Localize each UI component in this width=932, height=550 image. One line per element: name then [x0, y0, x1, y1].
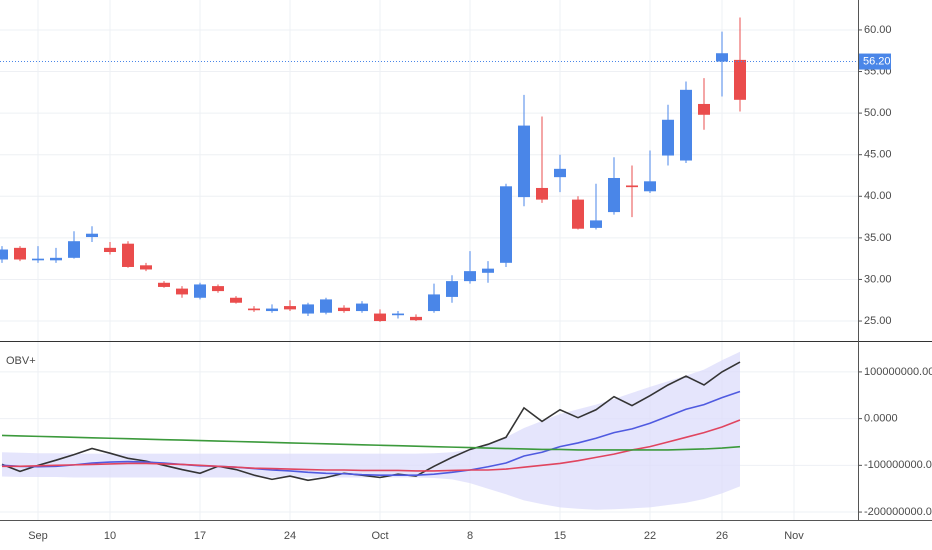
x-tick-label: Oct	[371, 530, 388, 542]
candle-body	[392, 313, 404, 316]
x-tick-label: 8	[467, 530, 473, 542]
x-tick-label: Sep	[28, 530, 48, 542]
candle-body	[716, 53, 728, 62]
candle-body	[86, 233, 98, 238]
y-tick-label: 30.00	[864, 273, 892, 285]
candle-body	[410, 316, 422, 321]
candle-body	[374, 313, 386, 322]
indicator-line	[1, 361, 741, 482]
candle-body	[0, 249, 8, 260]
indicator-line	[1, 434, 741, 451]
candle-body	[338, 307, 350, 312]
candle-body	[266, 308, 278, 312]
candle-body	[212, 286, 224, 292]
x-tick-label: 17	[194, 530, 206, 542]
last-price-box	[859, 53, 891, 70]
y-tick-label: 45.00	[864, 149, 892, 161]
indicator-line	[1, 390, 741, 476]
candle-body	[356, 303, 368, 312]
x-tick-label: 26	[716, 530, 728, 542]
candle-body	[248, 308, 260, 311]
candle-body	[68, 241, 80, 258]
candle-body	[122, 243, 134, 267]
candle-body	[194, 284, 206, 298]
y-tick-label: -200000000.0000	[864, 506, 932, 518]
candle-body	[446, 281, 458, 297]
candle-body	[608, 177, 620, 213]
candle-body	[572, 199, 584, 229]
candle-body	[176, 288, 188, 295]
indicator-line	[2, 419, 741, 472]
x-tick-label: 24	[284, 530, 296, 542]
candle-body	[626, 185, 638, 188]
y-tick-label: 35.00	[864, 232, 892, 244]
y-tick-label: 25.00	[864, 315, 892, 327]
candle-body	[680, 89, 692, 161]
x-tick-label: 15	[554, 530, 566, 542]
candle-body	[284, 306, 296, 310]
y-tick-label: 40.00	[864, 190, 892, 202]
candle-body	[734, 59, 746, 100]
candle-body	[518, 125, 530, 198]
candle-body	[104, 247, 116, 253]
candle-body	[662, 119, 674, 156]
y-tick-label: 60.00	[864, 24, 892, 36]
indicator-title: OBV+	[6, 355, 36, 367]
candle-body	[50, 257, 62, 261]
y-tick-label: 0.0000	[864, 413, 898, 425]
candle-body	[590, 220, 602, 228]
candle-body	[500, 186, 512, 263]
candle-body	[140, 265, 152, 270]
x-tick-label: Nov	[784, 530, 804, 542]
x-tick-label: 22	[644, 530, 656, 542]
candle-body	[302, 304, 314, 314]
candle-body	[698, 103, 710, 115]
y-tick-label: 50.00	[864, 107, 892, 119]
x-tick-label: 10	[104, 530, 116, 542]
candle-body	[14, 247, 26, 260]
y-tick-label: 100000000.0000	[864, 366, 932, 378]
last-price-label: 56.20	[863, 55, 891, 67]
candle-body	[230, 297, 242, 303]
candle-body	[158, 282, 170, 287]
candle-body	[554, 168, 566, 178]
candle-body	[464, 271, 476, 282]
candle-body	[32, 258, 44, 261]
candle-body	[320, 299, 332, 313]
candle-body	[536, 187, 548, 200]
candle-body	[482, 268, 494, 273]
y-tick-label: -100000000.0000	[864, 459, 932, 471]
candle-body	[644, 181, 656, 192]
candle-body	[428, 294, 440, 312]
